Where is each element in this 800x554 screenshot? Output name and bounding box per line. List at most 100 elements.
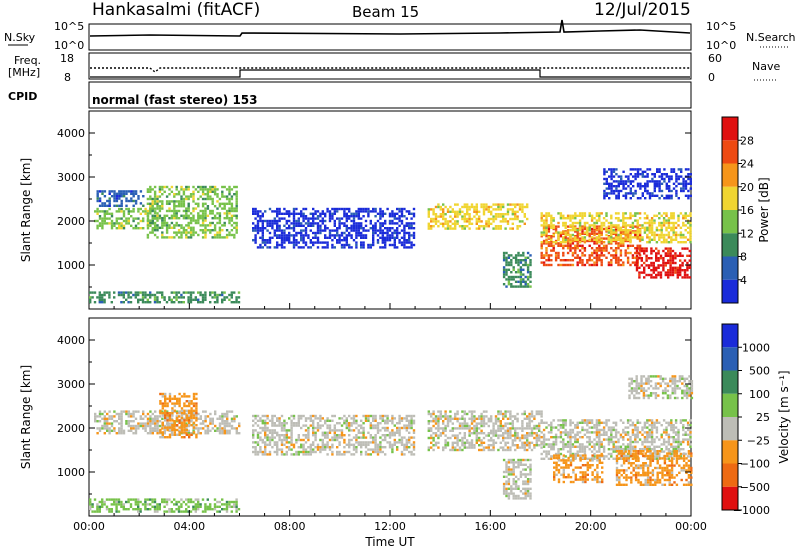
power-echo-cell xyxy=(355,234,358,237)
vel-echo-cell xyxy=(338,450,341,454)
power-echo-cell xyxy=(139,298,142,301)
vel-echo-cell xyxy=(391,429,394,432)
power-echo-cell xyxy=(120,199,123,203)
power-echo-cell xyxy=(547,227,551,231)
vel-echo-cell xyxy=(487,439,490,442)
vel-echo-cell xyxy=(171,424,174,427)
power-echo-cell xyxy=(170,291,173,294)
power-echo-cell xyxy=(463,220,466,223)
vel-echo-cell xyxy=(364,417,368,420)
vel-echo-cell xyxy=(444,439,447,442)
power-echo-cell xyxy=(117,291,121,294)
power-echo-cell xyxy=(285,234,288,237)
power-echo-cell xyxy=(177,209,181,213)
vel-echo-cell xyxy=(103,424,106,428)
power-echo-cell xyxy=(206,207,210,210)
power-echo-cell xyxy=(550,217,553,220)
power-echo-cell xyxy=(583,247,587,250)
vel-echo-cell xyxy=(384,414,387,418)
vel-echo-cell xyxy=(175,415,178,418)
power-echo-cell xyxy=(636,236,639,239)
power-echo-cell xyxy=(165,209,169,213)
power-echo-cell xyxy=(552,244,555,247)
power-echo-cell xyxy=(168,209,171,213)
power-echo-cell xyxy=(290,241,293,244)
power-echo-cell xyxy=(522,263,525,267)
power-echo-cell xyxy=(149,205,152,208)
power-echo-cell xyxy=(648,226,651,229)
vel-echo-cell xyxy=(490,429,493,432)
power-echo-cell xyxy=(261,229,264,232)
vel-echo-cell xyxy=(139,415,142,418)
power-echo-cell xyxy=(336,217,339,220)
vel-echo-cell xyxy=(142,417,145,420)
vel-echo-cell xyxy=(197,417,200,420)
power-echo-cell xyxy=(146,202,150,205)
power-echo-cell xyxy=(492,208,495,211)
power-echo-cell xyxy=(437,215,440,218)
power-echo-cell xyxy=(192,200,195,203)
power-echo-cell xyxy=(115,222,118,225)
vel-echo-cell xyxy=(130,420,133,423)
power-echo-cell xyxy=(451,210,454,213)
vel-echo-cell xyxy=(192,416,196,420)
power-echo-cell xyxy=(626,259,630,262)
power-echo-cell xyxy=(197,301,200,304)
power-echo-cell xyxy=(285,212,288,215)
power-echo-cell xyxy=(662,269,665,272)
vel-echo-cell xyxy=(302,448,305,451)
vel-echo-cell xyxy=(478,427,481,430)
vel-echo-cell xyxy=(254,448,257,451)
power-echo-cell xyxy=(516,215,519,218)
power-echo-cell xyxy=(216,200,219,203)
vel-echo-cell xyxy=(482,446,486,449)
power-echo-cell xyxy=(675,180,678,183)
vel-echo-cell xyxy=(101,500,104,504)
vel-echo-cell xyxy=(297,436,300,439)
vel-echo-cell xyxy=(154,415,157,418)
vel-echo-cell xyxy=(271,417,274,420)
power-echo-cell xyxy=(213,193,217,196)
power-echo-cell xyxy=(456,222,459,225)
vel-echo-cell xyxy=(502,448,505,452)
power-echo-cell xyxy=(686,214,690,217)
power-echo-cell xyxy=(514,285,518,288)
power-echo-cell xyxy=(132,293,135,297)
power-echo-cell xyxy=(290,234,293,237)
vel-echo-cell xyxy=(348,422,351,425)
vel-echo-cell xyxy=(391,448,394,451)
vel-echo-cell xyxy=(177,508,181,511)
power-echo-cell xyxy=(605,194,608,197)
vel-echo-cell xyxy=(110,424,114,428)
vel-echo-cell xyxy=(432,439,435,442)
power-echo-cell xyxy=(161,231,164,234)
power-echo-cell xyxy=(340,207,344,211)
power-echo-cell xyxy=(588,259,591,262)
power-echo-cell xyxy=(626,217,630,220)
power-echo-cell xyxy=(676,266,679,269)
power-echo-cell xyxy=(627,192,630,195)
vel-echo-cell xyxy=(309,424,312,427)
vel-echo-cell xyxy=(506,432,510,435)
power-echo-cell xyxy=(660,241,663,244)
vel-echo-cell xyxy=(108,498,111,501)
power-echo-cell xyxy=(180,202,183,205)
power-echo-cell xyxy=(194,231,198,234)
power-echo-cell xyxy=(197,202,200,205)
power-echo-cell xyxy=(223,202,226,205)
power-echo-cell xyxy=(636,173,640,176)
vel-echo-cell xyxy=(204,417,207,420)
power-echo-cell xyxy=(636,233,639,237)
vel-echo-cell xyxy=(187,510,190,513)
vel-echo-cell xyxy=(130,429,133,432)
power-echo-cell xyxy=(622,170,625,173)
power-echo-cell xyxy=(576,229,579,232)
power-echo-cell xyxy=(451,208,454,211)
power-echo-cell xyxy=(125,204,128,207)
vel-echo-cell xyxy=(381,417,384,420)
power-echo-cell xyxy=(206,205,210,208)
vel-echo-cell xyxy=(393,417,396,420)
power-echo-cell xyxy=(434,215,438,218)
power-echo-cell xyxy=(512,285,515,288)
power-echo-cell xyxy=(540,231,543,234)
